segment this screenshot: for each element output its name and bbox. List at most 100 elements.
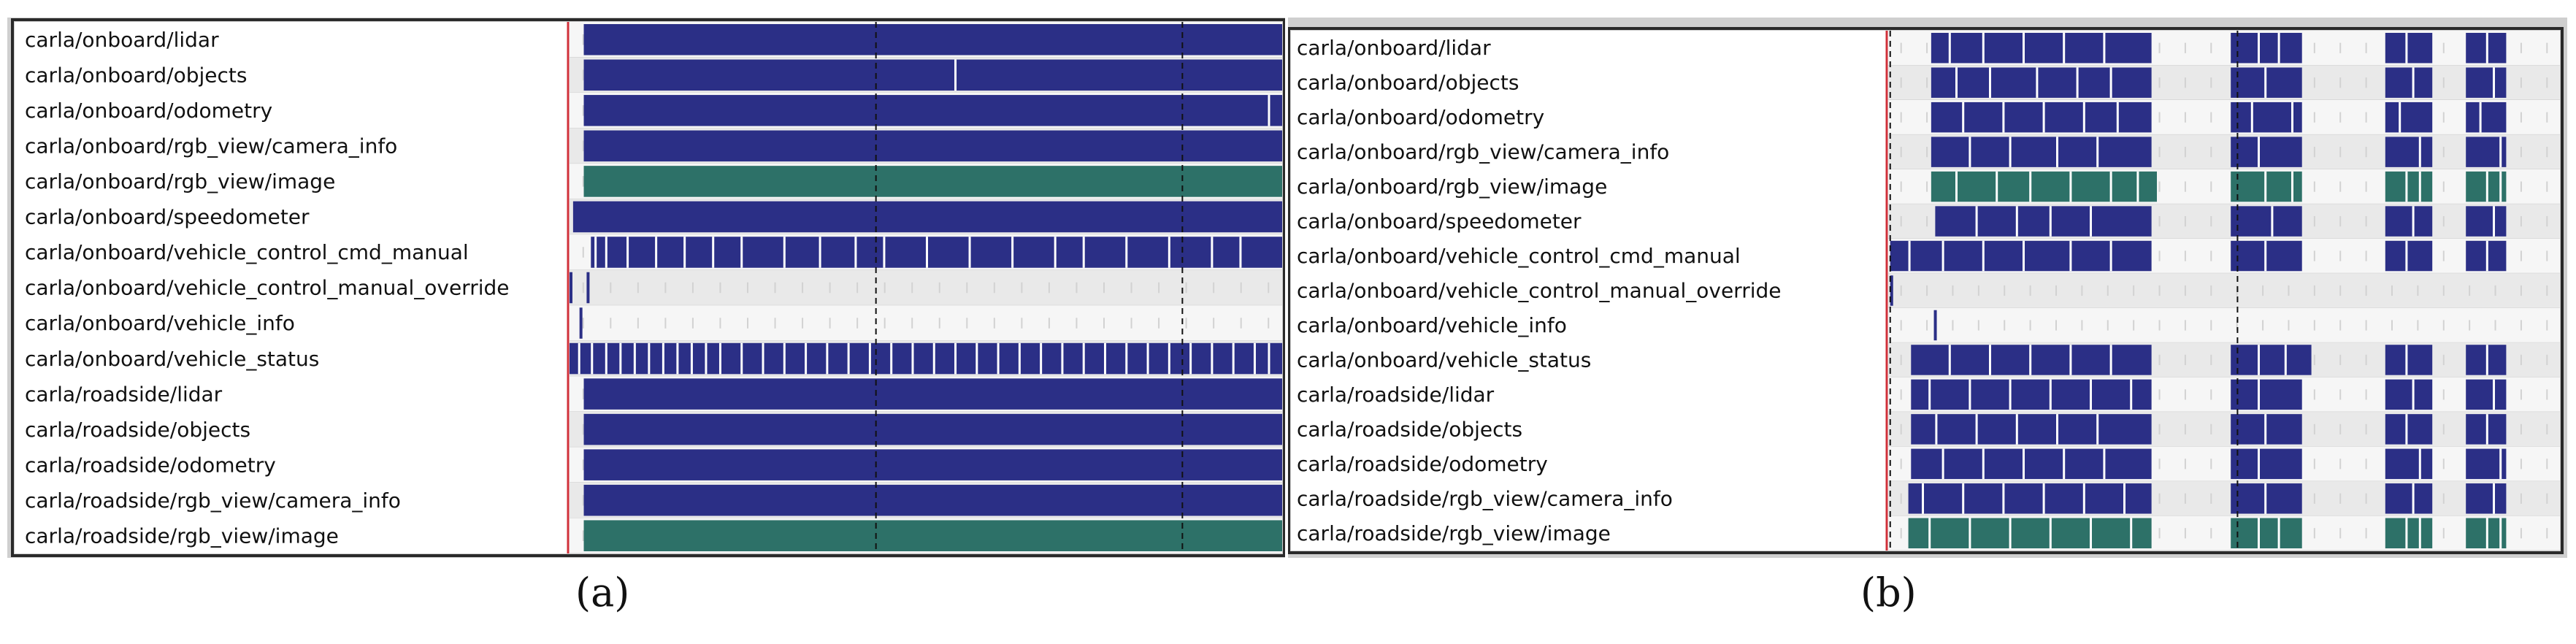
message-segment — [2231, 379, 2302, 410]
topic-label: carla/onboard/rgb_view/image — [25, 169, 335, 193]
message-gap — [1168, 237, 1170, 268]
message-segment — [2385, 206, 2433, 237]
message-gap — [1982, 240, 1985, 272]
message-gap — [591, 342, 594, 375]
row-background — [570, 305, 1282, 341]
message-gap — [1125, 342, 1128, 375]
message-segment — [2231, 518, 2302, 548]
message-gap — [2002, 483, 2005, 514]
message-gap — [1962, 483, 1965, 514]
message-gap — [2277, 518, 2280, 548]
message-gap — [594, 237, 597, 268]
message-gap — [2258, 137, 2260, 167]
message-segment — [2231, 137, 2302, 167]
message-gap — [1104, 342, 1106, 375]
topic-label: carla/roadside/rgb_view/image — [25, 524, 339, 548]
message-gap — [1962, 101, 1965, 133]
message-gap — [2291, 101, 2293, 133]
message-segment — [2466, 379, 2507, 410]
message-gap — [633, 342, 636, 375]
message-gap — [605, 237, 607, 268]
topic-label: carla/onboard/vehicle_control_cmd_manual — [1297, 244, 1741, 268]
caption-b: (b) — [1860, 570, 1917, 616]
message-gap — [578, 342, 580, 375]
timeline-chart-a: carla/onboard/lidar carla/onboard/objects… — [11, 18, 1285, 557]
message-gap — [2096, 137, 2099, 167]
topic-label: carla/onboard/vehicle_status — [25, 347, 319, 371]
message-gap — [1975, 206, 1978, 237]
message-gap — [2103, 448, 2106, 480]
message-segment — [1931, 101, 2152, 133]
message-gap — [1969, 379, 1971, 410]
message-gap — [2009, 518, 2012, 548]
message-gap — [975, 342, 978, 375]
message-segment — [1931, 67, 2152, 98]
message-gap — [2493, 379, 2495, 410]
message-gap — [2418, 448, 2421, 480]
message-gap — [2264, 483, 2267, 514]
message-gap — [2479, 101, 2482, 133]
message-gap — [2109, 171, 2112, 202]
topic-label: carla/onboard/objects — [1297, 71, 1519, 95]
message-gap — [2412, 483, 2415, 514]
message-segment — [2466, 67, 2507, 98]
topic-label: carla/onboard/lidar — [25, 28, 219, 52]
message-gap — [2412, 67, 2415, 98]
message-gap — [2405, 33, 2408, 64]
message-gap — [1082, 237, 1085, 268]
message-gap — [1969, 518, 1971, 548]
message-segment — [586, 272, 590, 304]
message-gap — [2009, 379, 2012, 410]
message-gap — [2405, 240, 2408, 272]
message-segment — [1931, 171, 2157, 202]
message-segment — [2231, 33, 2302, 64]
topic-label: carla/roadside/rgb_view/camera_info — [1297, 486, 1673, 510]
message-gap — [1040, 342, 1043, 375]
message-gap — [762, 342, 764, 375]
message-gap — [2130, 518, 2133, 548]
message-gap — [890, 342, 893, 375]
message-gap — [740, 342, 743, 375]
row-background — [570, 269, 1282, 306]
topic-label: carla/roadside/lidar — [1297, 383, 1495, 407]
message-segment — [2385, 137, 2433, 167]
message-gap — [2485, 414, 2488, 445]
message-segment — [2385, 483, 2433, 514]
row-background — [1888, 307, 2560, 343]
message-gap — [2499, 137, 2502, 167]
row-background — [1888, 273, 2560, 308]
message-segment — [1935, 206, 2152, 237]
message-gap — [2499, 448, 2502, 480]
message-gap — [690, 342, 693, 375]
topic-label: carla/roadside/odometry — [1297, 452, 1548, 476]
message-gap — [1969, 137, 1971, 167]
message-gap — [1955, 171, 1958, 202]
message-gap — [2029, 345, 2032, 375]
message-gap — [2029, 171, 2032, 202]
topic-label: carla/onboard/vehicle_info — [1297, 313, 1567, 337]
topic-label: carla/onboard/objects — [25, 64, 247, 88]
topic-label: carla/onboard/rgb_view/image — [1297, 175, 1607, 199]
message-segment — [1911, 448, 2152, 480]
message-gap — [740, 237, 743, 268]
message-gap — [2499, 171, 2502, 202]
message-gap — [683, 237, 686, 268]
message-segment — [2385, 171, 2433, 202]
message-gap — [968, 237, 971, 268]
message-gap — [2258, 518, 2260, 548]
message-gap — [2015, 206, 2018, 237]
message-gap — [1996, 171, 1998, 202]
panel-frame — [1288, 27, 2564, 554]
message-gap — [2042, 101, 2045, 133]
message-gap — [826, 342, 829, 375]
label-column — [15, 22, 570, 553]
message-gap — [2499, 518, 2502, 548]
message-gap — [1935, 414, 1938, 445]
message-gap — [2056, 137, 2058, 167]
message-segment — [2466, 206, 2507, 237]
message-gap — [2116, 101, 2119, 133]
message-gap — [854, 237, 857, 268]
message-gap — [2258, 448, 2260, 480]
message-gap — [847, 342, 850, 375]
timeline-panel-b: carla/onboard/lidar carla/onboard/objects… — [1288, 18, 2567, 558]
